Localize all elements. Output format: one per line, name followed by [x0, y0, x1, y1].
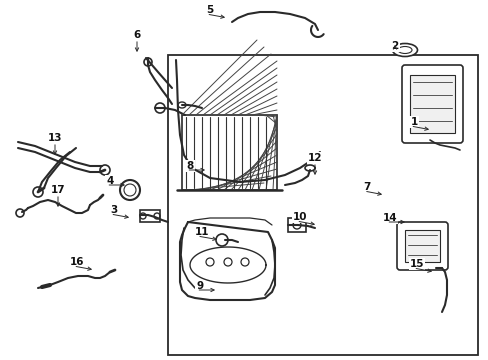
- Text: 13: 13: [48, 133, 62, 143]
- Text: 3: 3: [110, 205, 118, 215]
- FancyBboxPatch shape: [396, 222, 447, 270]
- Text: 17: 17: [51, 185, 65, 195]
- Text: 7: 7: [363, 182, 370, 192]
- Text: 6: 6: [133, 30, 141, 40]
- Text: 14: 14: [382, 213, 397, 223]
- Text: 2: 2: [390, 41, 398, 51]
- Text: 1: 1: [409, 117, 417, 127]
- Text: 15: 15: [409, 259, 424, 269]
- Text: 4: 4: [106, 176, 113, 186]
- Bar: [168, 55, 477, 355]
- Text: 10: 10: [292, 212, 306, 222]
- Bar: [404, 230, 439, 262]
- Text: 16: 16: [70, 257, 84, 267]
- Text: 9: 9: [196, 281, 203, 291]
- Text: 8: 8: [186, 161, 193, 171]
- FancyBboxPatch shape: [401, 65, 462, 143]
- Bar: [140, 210, 160, 222]
- Bar: [182, 115, 276, 190]
- Bar: [287, 218, 305, 232]
- Text: 11: 11: [194, 227, 209, 237]
- Ellipse shape: [392, 44, 417, 57]
- Text: 5: 5: [206, 5, 213, 15]
- Text: 12: 12: [307, 153, 322, 163]
- Bar: [409, 75, 454, 133]
- Ellipse shape: [397, 46, 411, 54]
